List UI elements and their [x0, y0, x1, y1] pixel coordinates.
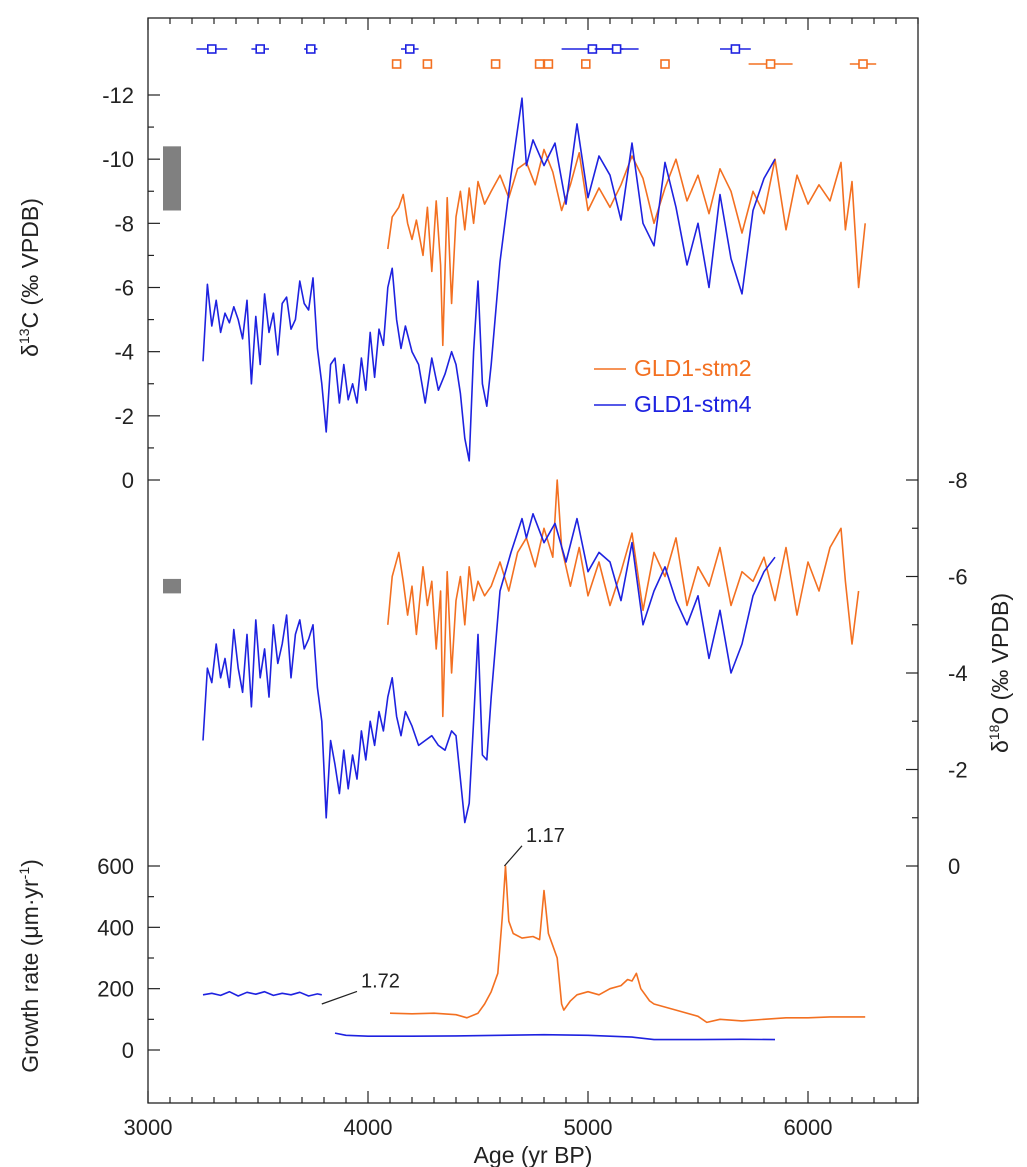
series-line-d18o-stm4	[202, 513, 776, 824]
plot-frame-rect	[147, 17, 919, 1104]
y-title-part: O (‰ VPDB)	[987, 593, 1013, 725]
x-tick-label: 3000	[124, 1115, 173, 1140]
y-axis-title-growth: Growth rate (μm·yr-1)	[16, 859, 43, 1073]
data-series	[202, 97, 866, 1041]
x-axis-title: Age (yr BP)	[474, 1142, 593, 1167]
y-axis-title-d13c: δ13C (‰ VPDB)	[16, 198, 43, 357]
x-tick-label: 6000	[784, 1115, 833, 1140]
legend-label-stm4: GLD1-stm4	[634, 391, 752, 417]
series-line-d18o-stm2	[387, 479, 860, 718]
y-title-part: )	[17, 859, 43, 867]
axis-ticks	[147, 18, 919, 1103]
y-title-part: C (‰ VPDB)	[17, 198, 43, 328]
y-title-part: δ	[987, 740, 1013, 753]
annotation-leader	[321, 990, 358, 1005]
y-tick-label-d13c: -10	[102, 147, 134, 172]
age-marker-stm4	[611, 44, 622, 54]
age-marker-stm2	[422, 59, 433, 69]
y-title-part: Growth rate (μm·yr	[17, 879, 43, 1073]
error-bar-d13c	[163, 146, 181, 211]
x-tick-label: 4000	[344, 1115, 393, 1140]
y-title-part: δ	[17, 344, 43, 357]
annotation-label: 1.72	[361, 970, 400, 992]
y-tick-label-growth: 400	[97, 915, 134, 940]
y-tick-label-d18o: -6	[948, 565, 968, 590]
age-markers	[196, 44, 877, 69]
series-line-d13c-stm4	[202, 97, 776, 462]
legend-label-stm2: GLD1-stm2	[634, 355, 752, 381]
age-marker-stm4	[207, 44, 217, 54]
annotations-legend: 1.17 1.72 GLD1-stm2 GLD1-stm4	[163, 146, 752, 1005]
age-marker-stm2	[660, 59, 670, 69]
y-tick-label-d13c: 0	[122, 468, 134, 493]
y-tick-label-d18o: -8	[948, 468, 968, 493]
series-line-growth-stm2	[389, 865, 866, 1024]
series-line-growth-stm4	[202, 990, 776, 1041]
y-tick-label-d13c: -12	[102, 83, 134, 108]
y-title-sup: -1	[16, 867, 32, 880]
y-tick-label-d13c: -8	[114, 211, 134, 236]
age-marker-stm2	[858, 59, 868, 69]
age-marker-stm2	[543, 59, 554, 69]
plot-frame	[147, 17, 919, 1104]
age-marker-stm2	[490, 59, 501, 69]
age-marker-stm2	[580, 59, 591, 69]
y-axis-title-d18o: δ18O (‰ VPDB)	[986, 593, 1013, 753]
y-tick-label-d18o: -4	[948, 661, 968, 686]
y-tick-label-d18o: -2	[948, 758, 968, 783]
y-tick-label-d13c: -2	[114, 404, 134, 429]
age-marker-stm4	[255, 44, 266, 54]
age-marker-stm4	[305, 44, 316, 54]
y-tick-label-growth: 600	[97, 854, 134, 879]
y-tick-label-d13c: -4	[114, 340, 134, 365]
age-marker-stm4	[730, 44, 741, 54]
annotation-leader	[503, 845, 523, 867]
y-title-sup: 13	[16, 328, 32, 344]
y-tick-label-growth: 0	[122, 1038, 134, 1063]
annotation-label: 1.17	[526, 825, 565, 847]
y-tick-label-d18o: 0	[948, 854, 960, 879]
y-title-sup: 18	[986, 724, 1002, 740]
y-tick-label-d13c: -6	[114, 276, 134, 301]
y-tick-label-growth: 200	[97, 977, 134, 1002]
age-marker-stm4	[404, 44, 415, 54]
age-marker-stm2	[765, 59, 776, 69]
age-marker-stm2	[534, 59, 545, 69]
error-bar-d18o	[163, 578, 181, 594]
x-tick-label: 5000	[564, 1115, 613, 1140]
age-marker-stm2	[391, 59, 402, 69]
